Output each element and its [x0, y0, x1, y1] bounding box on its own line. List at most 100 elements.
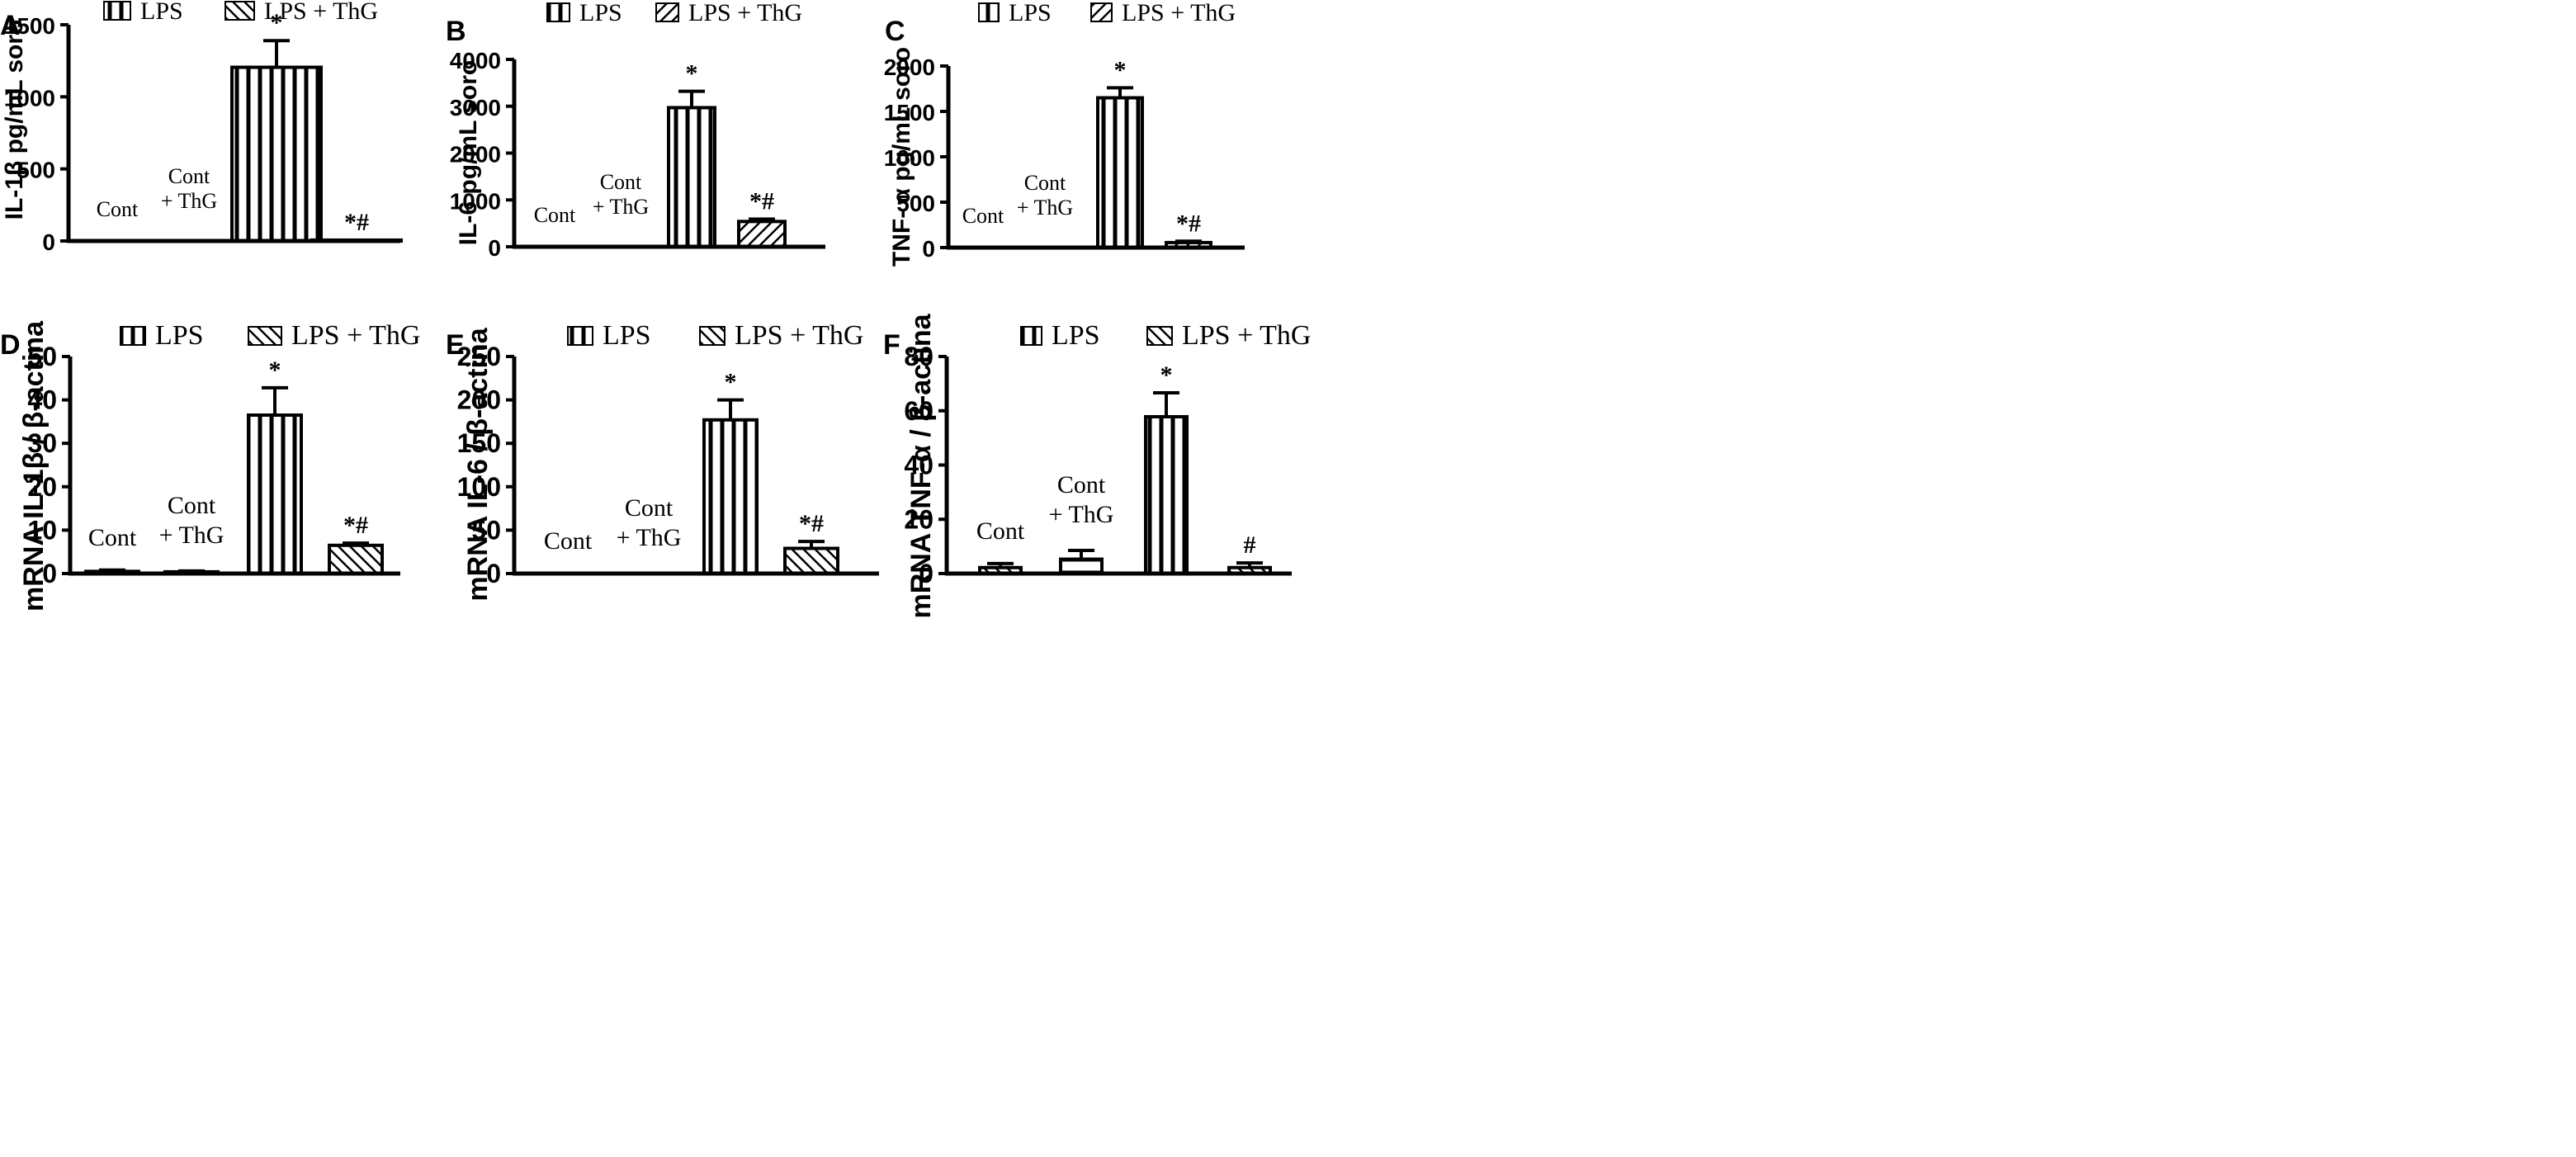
y-axis-label: IL-6 pg/mL soro — [455, 60, 482, 245]
significance-marker: * — [269, 357, 281, 384]
category-label: Cont — [97, 197, 139, 221]
y-tick-label: 1000 — [450, 188, 501, 214]
legend-swatch-lps-thg — [655, 2, 679, 22]
significance-marker: * — [271, 9, 283, 36]
legend-label-lps-thg: LPS + ThG — [291, 320, 420, 351]
significance-marker: * — [1114, 56, 1127, 83]
bar — [328, 543, 384, 575]
legend-label-lps-thg: LPS + ThG — [735, 320, 863, 351]
y-axis-label: mRNA IL-6 / β-actina — [462, 327, 494, 601]
panel-letter-b: B — [446, 16, 466, 47]
category-label: Cont + ThG — [159, 492, 225, 549]
category-label: Cont + ThG — [1017, 171, 1073, 220]
significance-marker: *# — [343, 512, 368, 539]
y-tick-label: 500 — [896, 191, 935, 216]
legend-swatch-lps — [567, 326, 593, 346]
legend-swatch-lps-thg — [248, 326, 282, 346]
y-tick-label: 1500 — [4, 13, 55, 39]
y-axis-label: TNF- α pg/mL soro — [888, 47, 915, 267]
legend-swatch-lps-thg — [699, 326, 726, 346]
legend-label-lps: LPS — [579, 0, 622, 26]
legend-label-lps: LPS — [603, 320, 651, 351]
legend-label-lps: LPS — [140, 0, 183, 25]
legend-label-lps-thg: LPS + ThG — [1122, 0, 1236, 26]
y-tick-label: 0 — [488, 235, 501, 261]
bar — [702, 418, 759, 575]
category-label: Cont + ThG — [617, 494, 682, 551]
bar — [247, 413, 303, 576]
category-label: Cont + ThG — [593, 170, 649, 219]
legend-label-lps-thg: LPS + ThG — [688, 0, 802, 26]
y-tick-label: 200 — [457, 385, 501, 415]
legend-swatch-lps — [546, 2, 570, 22]
y-tick-label: 30 — [27, 428, 57, 458]
y-tick-label: 40 — [27, 385, 57, 415]
category-label: Cont — [976, 517, 1025, 545]
panel-c: C LPS LPS + ThG TNF- α pg/mL soro 0 500 1000 15… — [884, 0, 1245, 267]
category-label: Cont — [544, 527, 593, 555]
y-axis-label: IL-1β pg/mL soro — [1, 20, 28, 220]
legend-label-lps-thg: LPS + ThG — [1182, 320, 1311, 351]
bar — [1059, 557, 1104, 575]
legend-label-lps: LPS — [155, 320, 204, 351]
y-tick-label: 500 — [17, 158, 55, 183]
y-tick-label: 2000 — [884, 54, 935, 80]
y-tick-label: 0 — [42, 229, 55, 255]
category-label: Cont — [534, 203, 576, 227]
panel-letter-c: C — [885, 16, 905, 47]
significance-marker: *# — [344, 209, 369, 236]
bar — [667, 106, 716, 248]
panel-letter-d: D — [0, 329, 21, 361]
panel-letter-e: E — [446, 329, 465, 361]
category-label: Cont + ThG — [1049, 471, 1114, 528]
y-tick-label: 1000 — [4, 85, 55, 111]
y-tick-label: 0 — [42, 559, 57, 588]
y-tick-label: 3000 — [450, 95, 501, 120]
y-tick-label: 60 — [904, 396, 934, 426]
panel-letter-f: F — [883, 329, 900, 361]
legend-label-lps: LPS — [1052, 320, 1100, 351]
legend-swatch-lps — [978, 2, 1000, 22]
category-label: Cont — [962, 204, 1004, 228]
significance-marker: # — [1244, 531, 1256, 559]
significance-marker: *# — [749, 188, 774, 215]
y-axis-label: mRNA IL-1β / β-actina — [18, 320, 50, 612]
legend-swatch-lps-thg — [1090, 2, 1113, 22]
significance-marker: * — [725, 369, 737, 396]
y-tick-label: 40 — [904, 451, 934, 480]
legend-label-lps: LPS — [1009, 0, 1052, 26]
category-label: Cont + ThG — [161, 164, 217, 213]
y-tick-label: 50 — [27, 342, 57, 371]
y-tick-label: 0 — [919, 559, 934, 588]
panel-letter-a: A — [0, 10, 21, 41]
legend-label-lps-thg: LPS + ThG — [264, 0, 378, 25]
significance-marker: *# — [799, 510, 824, 537]
y-tick-label: 250 — [457, 342, 501, 371]
y-tick-label: 2000 — [450, 142, 501, 168]
y-tick-label: 1000 — [884, 145, 935, 171]
bar — [230, 65, 323, 243]
y-tick-label: 0 — [486, 559, 501, 588]
y-tick-label: 50 — [471, 515, 501, 545]
bar — [783, 546, 839, 576]
category-label: Cont — [88, 524, 137, 551]
y-tick-label: 20 — [904, 504, 934, 534]
legend-swatch-lps — [103, 1, 131, 21]
y-tick-label: 0 — [922, 236, 935, 262]
legend-swatch-lps — [120, 326, 146, 346]
legend-swatch-lps-thg — [1146, 326, 1173, 346]
y-tick-label: 150 — [457, 428, 501, 458]
panel-a: A LPS LPS + ThG IL-1β pg/mL soro 0 500 1000 150… — [0, 0, 403, 255]
significance-marker: * — [1160, 361, 1173, 389]
bar — [1096, 96, 1144, 249]
y-tick-label: 20 — [27, 472, 57, 502]
legend-swatch-lps — [1020, 326, 1042, 346]
y-tick-label: 4000 — [450, 48, 501, 73]
y-tick-label: 1500 — [884, 100, 935, 125]
legend-swatch-lps-thg — [225, 1, 255, 21]
